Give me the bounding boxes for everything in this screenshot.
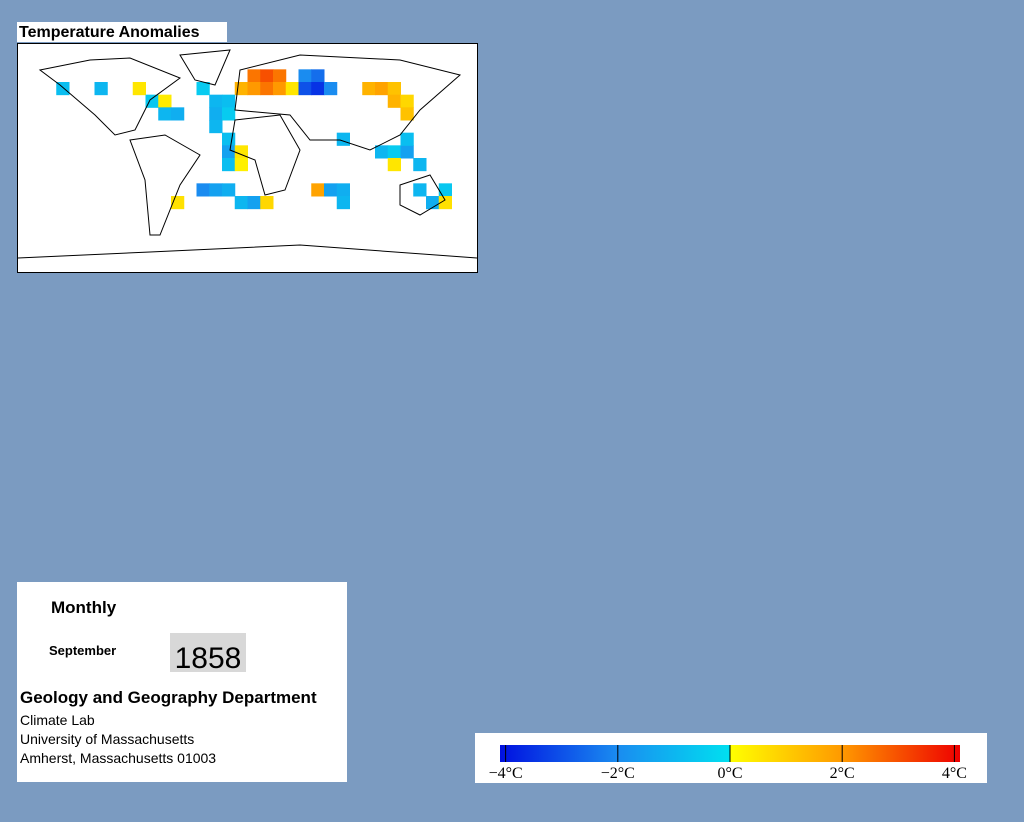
anomaly-cell [196,82,210,96]
anomaly-cell [413,183,427,197]
tick-label: 0°C [717,765,742,782]
address-line: Amherst, Massachusetts 01003 [20,750,216,766]
anomaly-cell [247,82,261,96]
coast [234,54,462,151]
anomaly-cell [234,196,248,210]
anomaly-cell [413,158,427,172]
anomaly-layer [56,69,452,210]
anomaly-cell [273,69,287,83]
anomaly-cell [336,196,350,210]
anomaly-cell [209,107,223,121]
year: 1858 [175,642,242,675]
anomaly-cell [145,94,159,108]
department: Geology and Geography Department [20,688,317,707]
anomaly-cell [222,107,236,121]
anomaly-cell [311,69,325,83]
anomaly-cell [222,158,236,172]
tick-label: −2°C [601,765,635,782]
anomaly-cell [158,94,172,108]
anomaly-cell [285,82,299,96]
anomaly-cell [222,145,236,159]
address-line: University of Massachusetts [20,731,194,747]
anomaly-cell [311,82,325,96]
anomaly-cell [171,107,185,121]
coast [129,134,201,236]
year-box [170,633,246,672]
tick-label: 2°C [830,765,855,782]
month: September [49,643,116,658]
anomaly-cell [438,183,452,197]
anomaly-cell [400,132,414,146]
coast [399,174,446,216]
coast [179,49,231,86]
coast [229,114,301,196]
anomaly-cell [132,82,146,96]
anomaly-cell [336,183,350,197]
month-clip: September [49,643,116,658]
anomaly-cell [260,69,274,83]
colorbar-ticks: −4°C −2°C 0°C 2°C 4°C [489,745,967,782]
anomaly-cell [209,120,223,134]
anomaly-cell [273,82,287,96]
anomaly-cell [234,158,248,172]
anomaly-cell [196,183,210,197]
info-panel [17,582,347,782]
anomaly-cell [375,82,389,96]
anomaly-cell [247,196,261,210]
period: Monthly [51,598,117,617]
anomaly-cell [311,183,325,197]
address-line: Climate Lab [20,712,95,728]
tick-label: 4°C [942,765,967,782]
anomaly-cell [260,82,274,96]
anomaly-cell [387,158,401,172]
anomaly-cell [400,107,414,121]
map-title: Temperature Anomalies [19,24,200,41]
anomaly-cell [209,94,223,108]
anomaly-cell [336,132,350,146]
coastlines [17,49,478,259]
anomaly-cell [400,94,414,108]
anomaly-cell [222,132,236,146]
anomaly-cell [222,94,236,108]
anomaly-cell [260,196,274,210]
coast [38,57,182,136]
anomaly-cell [324,82,338,96]
anomaly-cell [298,82,312,96]
anomaly-cell [94,82,108,96]
anomaly-cell [209,183,223,197]
anomaly-cell [387,82,401,96]
anomaly-cell [247,69,261,83]
anomaly-cell [375,145,389,159]
anomaly-cell [387,94,401,108]
anomaly-cell [324,183,338,197]
coast [17,244,478,259]
anomaly-cell [362,82,376,96]
anomaly-cell [158,107,172,121]
tick-label: −4°C [489,765,523,782]
anomaly-cell [400,145,414,159]
anomaly-cell [438,196,452,210]
anomaly-cell [222,183,236,197]
anomaly-cell [234,145,248,159]
anomaly-cell [298,69,312,83]
anomaly-cell [387,145,401,159]
title-box [17,22,227,42]
